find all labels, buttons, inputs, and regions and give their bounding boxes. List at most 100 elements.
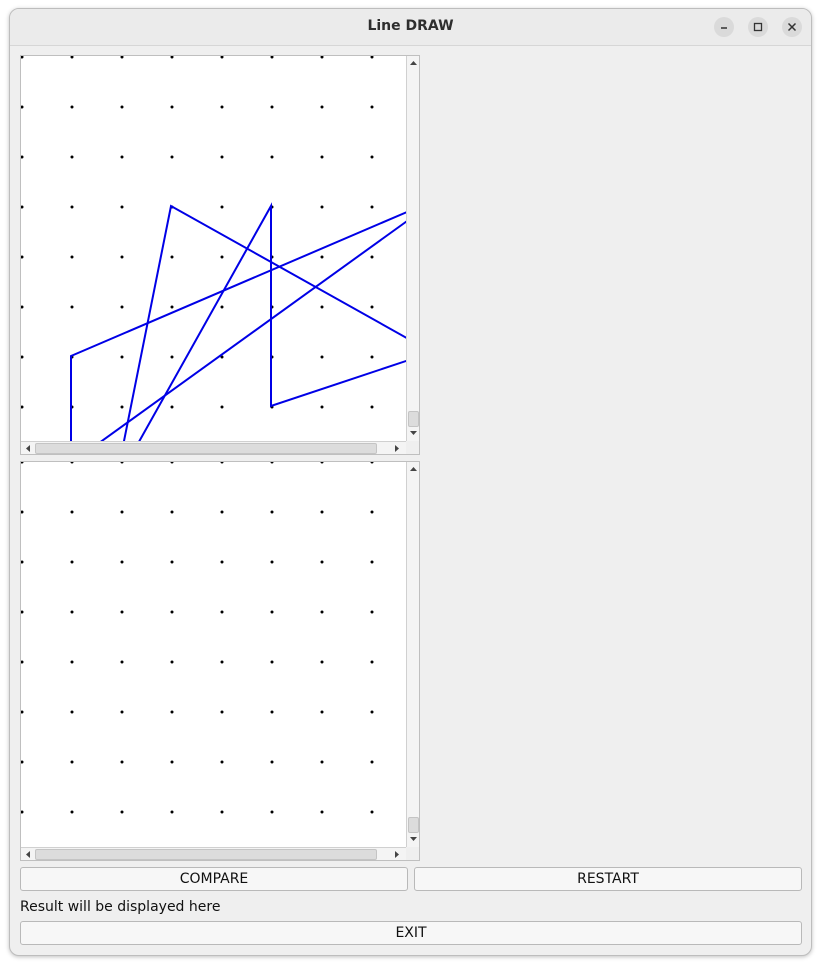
grid-dot[interactable] [270, 760, 274, 764]
grid-dot[interactable] [370, 305, 374, 309]
scroll-left-icon[interactable] [24, 850, 32, 859]
grid-dot[interactable] [120, 155, 124, 159]
horizontal-scrollbar-bottom[interactable] [21, 847, 406, 860]
grid-dot[interactable] [370, 810, 374, 814]
grid-dot[interactable] [270, 56, 274, 59]
grid-dot[interactable] [320, 660, 324, 664]
grid-dot[interactable] [220, 255, 224, 259]
drawing-canvas-bottom[interactable] [20, 461, 420, 861]
dot-grid-bottom[interactable] [21, 462, 406, 847]
grid-dot[interactable] [270, 660, 274, 664]
scroll-thumb[interactable] [35, 443, 377, 454]
grid-dot[interactable] [21, 810, 24, 814]
grid-dot[interactable] [70, 305, 74, 309]
grid-dot[interactable] [120, 760, 124, 764]
grid-dot[interactable] [370, 56, 374, 59]
grid-dot[interactable] [370, 105, 374, 109]
grid-dot[interactable] [270, 510, 274, 514]
grid-dot[interactable] [21, 760, 24, 764]
grid-dot[interactable] [170, 660, 174, 664]
scroll-left-icon[interactable] [24, 444, 32, 453]
vertical-scrollbar-bottom[interactable] [406, 462, 419, 847]
grid-dot[interactable] [370, 155, 374, 159]
grid-dot[interactable] [21, 56, 24, 59]
grid-dot[interactable] [21, 155, 24, 159]
grid-dot[interactable] [120, 56, 124, 59]
grid-dot[interactable] [370, 760, 374, 764]
grid-dot[interactable] [320, 355, 324, 359]
scroll-right-icon[interactable] [393, 850, 401, 859]
vertical-scrollbar-top[interactable] [406, 56, 419, 441]
close-button[interactable] [782, 17, 802, 37]
grid-dot[interactable] [170, 510, 174, 514]
grid-dot[interactable] [21, 205, 24, 209]
grid-dot[interactable] [70, 710, 74, 714]
scroll-thumb[interactable] [35, 849, 377, 860]
grid-dot[interactable] [70, 560, 74, 564]
grid-dot[interactable] [170, 105, 174, 109]
grid-dot[interactable] [320, 155, 324, 159]
grid-dot[interactable] [370, 405, 374, 409]
grid-dot[interactable] [21, 510, 24, 514]
grid-dot[interactable] [220, 660, 224, 664]
grid-dot[interactable] [220, 405, 224, 409]
grid-dot[interactable] [21, 355, 24, 359]
grid-dot[interactable] [21, 710, 24, 714]
grid-dot[interactable] [21, 462, 24, 464]
grid-dot[interactable] [120, 660, 124, 664]
grid-dot[interactable] [170, 760, 174, 764]
grid-dot[interactable] [220, 510, 224, 514]
grid-dot[interactable] [120, 462, 124, 464]
grid-dot[interactable] [220, 760, 224, 764]
grid-dot[interactable] [170, 56, 174, 59]
grid-dot[interactable] [320, 710, 324, 714]
grid-dot[interactable] [320, 810, 324, 814]
grid-dot[interactable] [170, 560, 174, 564]
grid-dot[interactable] [21, 405, 24, 409]
grid-dot[interactable] [70, 610, 74, 614]
grid-dot[interactable] [270, 105, 274, 109]
grid-dot[interactable] [70, 105, 74, 109]
scroll-thumb[interactable] [408, 411, 419, 427]
maximize-button[interactable] [748, 17, 768, 37]
grid-dot[interactable] [220, 105, 224, 109]
grid-dot[interactable] [370, 510, 374, 514]
grid-dot[interactable] [270, 610, 274, 614]
grid-dot[interactable] [120, 105, 124, 109]
grid-dot[interactable] [220, 155, 224, 159]
grid-dot[interactable] [120, 510, 124, 514]
grid-dot[interactable] [170, 155, 174, 159]
grid-dot[interactable] [270, 462, 274, 464]
grid-dot[interactable] [270, 560, 274, 564]
title-bar[interactable]: Line DRAW [10, 9, 811, 46]
grid-dot[interactable] [370, 355, 374, 359]
grid-dot[interactable] [320, 105, 324, 109]
minimize-button[interactable] [714, 17, 734, 37]
grid-dot[interactable] [170, 355, 174, 359]
grid-dot[interactable] [220, 305, 224, 309]
grid-dot[interactable] [370, 560, 374, 564]
grid-dot[interactable] [220, 205, 224, 209]
grid-dot[interactable] [120, 205, 124, 209]
grid-dot[interactable] [220, 810, 224, 814]
grid-dot[interactable] [70, 155, 74, 159]
scroll-up-icon[interactable] [409, 465, 418, 473]
grid-dot[interactable] [120, 255, 124, 259]
grid-dot[interactable] [70, 810, 74, 814]
scroll-up-icon[interactable] [409, 59, 418, 67]
grid-dot[interactable] [70, 462, 74, 464]
grid-dot[interactable] [120, 610, 124, 614]
grid-dot[interactable] [70, 760, 74, 764]
drawing-canvas-top[interactable] [20, 55, 420, 455]
grid-dot[interactable] [70, 660, 74, 664]
grid-dot[interactable] [320, 610, 324, 614]
grid-dot[interactable] [320, 760, 324, 764]
scroll-down-icon[interactable] [409, 835, 418, 843]
restart-button[interactable]: RESTART [414, 867, 802, 891]
grid-dot[interactable] [120, 560, 124, 564]
grid-dot[interactable] [21, 105, 24, 109]
grid-dot[interactable] [320, 510, 324, 514]
grid-dot[interactable] [170, 710, 174, 714]
grid-dot[interactable] [21, 255, 24, 259]
grid-dot[interactable] [320, 255, 324, 259]
